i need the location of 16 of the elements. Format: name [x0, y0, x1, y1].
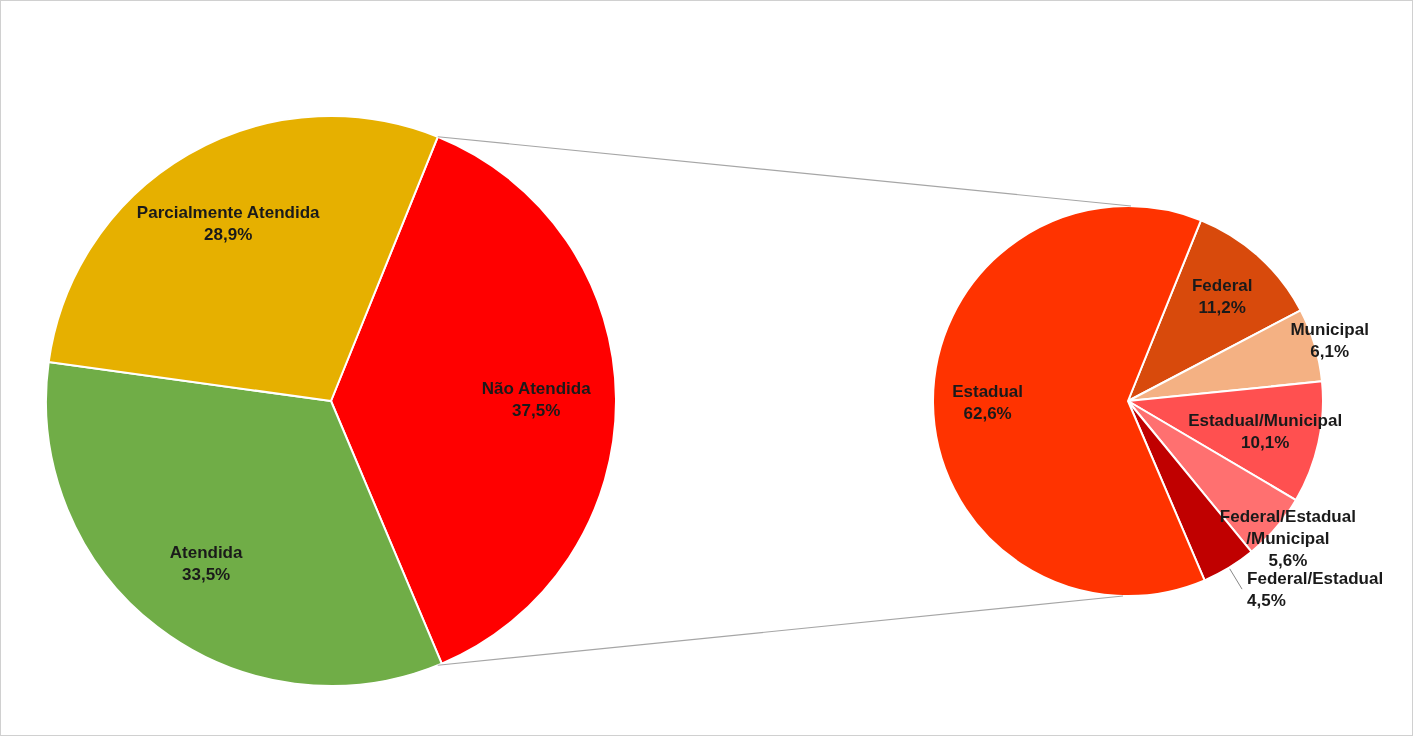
data-label: 10,1%	[1241, 432, 1290, 452]
data-label: 33,5%	[181, 565, 231, 585]
slice-label: Municipal	[1290, 319, 1369, 339]
slice-label: Não Atendida	[481, 378, 592, 398]
slice-label: Estadual	[952, 381, 1024, 401]
slice-label: Atendida	[169, 543, 243, 563]
slice-label: Parcialmente Atendida	[136, 202, 321, 222]
data-label: 28,9%	[204, 224, 253, 244]
slice-label: Federal/Estadual	[1247, 568, 1384, 588]
data-label: 11,2%	[1198, 298, 1246, 318]
data-label: 6,1%	[1310, 341, 1350, 361]
data-label: 37,5%	[512, 400, 561, 420]
data-label: 62,6%	[963, 403, 1012, 423]
slice-label: Federal	[1191, 276, 1253, 296]
data-label: 5,6%	[1268, 550, 1308, 570]
data-label: 4,5%	[1247, 590, 1286, 610]
